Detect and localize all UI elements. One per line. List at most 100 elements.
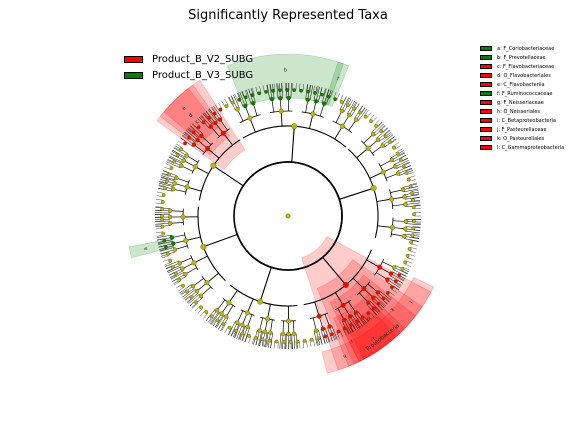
taxon-node	[363, 114, 368, 119]
taxon-node	[295, 339, 300, 344]
taxon-node	[215, 318, 220, 323]
taxon-node	[161, 231, 166, 236]
branch-line	[238, 92, 241, 100]
taxon-node	[180, 214, 186, 220]
taxon-node	[164, 245, 168, 250]
taxon-node	[170, 265, 175, 270]
branch-line	[170, 274, 177, 279]
taxon-node	[191, 142, 197, 147]
branch-line	[158, 241, 173, 245]
branch-line	[161, 175, 176, 181]
branch-line	[390, 273, 405, 282]
taxon-node	[213, 120, 218, 126]
branch-line	[410, 186, 418, 189]
taxon-node	[354, 117, 359, 122]
taxon-node	[401, 164, 406, 169]
branch-line	[200, 310, 206, 317]
taxon-node	[167, 214, 173, 220]
branch-line	[179, 284, 192, 294]
branch-line	[374, 119, 380, 125]
branch-line	[197, 308, 203, 314]
taxon-node	[209, 314, 214, 319]
branch-line	[349, 316, 359, 330]
clade-legend-swatch	[480, 55, 492, 60]
taxon-node	[210, 162, 217, 169]
taxon-node	[247, 333, 251, 338]
taxon-node	[291, 331, 297, 337]
branch-line	[299, 83, 301, 91]
branch-line	[392, 142, 399, 147]
branch-line	[316, 86, 319, 94]
branch-line	[377, 122, 383, 128]
taxon-node	[377, 264, 383, 270]
taxon-node	[177, 260, 182, 266]
branch-line	[158, 245, 166, 248]
taxon-node	[280, 331, 286, 337]
taxon-node	[411, 205, 416, 210]
taxon-node	[370, 185, 377, 192]
taxon-node	[240, 322, 245, 328]
branch-line	[162, 258, 170, 262]
branch-line	[185, 130, 198, 141]
taxon-node	[411, 226, 416, 231]
branch-line	[221, 100, 226, 107]
clade-legend-entry: j: F_Pasteurellaceae	[480, 125, 564, 134]
branch-line	[404, 230, 420, 234]
branch-line	[176, 143, 183, 148]
branch-line	[157, 188, 165, 190]
branch-line	[205, 111, 211, 117]
branch-line	[178, 140, 185, 145]
taxon-node	[200, 243, 207, 250]
branch-line	[215, 321, 220, 328]
taxon-node	[198, 293, 204, 298]
branch-line	[403, 238, 419, 242]
branch-line	[206, 272, 219, 284]
taxon-node	[410, 233, 415, 238]
branch-line	[167, 266, 182, 274]
branch-line	[376, 127, 389, 139]
branch-line	[346, 98, 350, 105]
branch-line	[172, 150, 179, 154]
branch-line	[404, 196, 420, 200]
clade-legend-swatch	[480, 82, 492, 87]
branch-line	[210, 312, 220, 325]
taxon-node	[247, 115, 253, 121]
clade-legend-label: g: F_Neisseriaceae	[497, 99, 544, 106]
taxon-node	[408, 184, 413, 189]
taxon-node	[404, 171, 409, 175]
branch-line	[320, 337, 323, 345]
branch-line	[241, 91, 245, 98]
branch-line	[313, 331, 318, 346]
clade-label: g	[365, 315, 371, 322]
taxon-node	[388, 271, 394, 276]
taxon-node	[393, 279, 398, 284]
taxon-node	[204, 280, 210, 286]
branch-line	[160, 177, 168, 180]
taxon-node	[194, 288, 200, 294]
branch-line	[346, 327, 350, 334]
branch-line	[191, 123, 204, 135]
inner-ring	[233, 161, 343, 271]
taxon-node	[235, 107, 240, 112]
clade-legend-label: c: F_Flavobacteriaceae	[497, 63, 555, 70]
branch-line	[248, 88, 251, 96]
clade-highlight-sectors	[128, 53, 435, 374]
taxon-node	[313, 91, 317, 95]
branch-line	[355, 322, 360, 329]
branch-line	[377, 304, 383, 310]
branch-line	[159, 247, 175, 252]
branch-line	[221, 325, 226, 332]
branch-line	[270, 84, 272, 92]
clade-legend-label: b: F_Prevotellaceae	[497, 54, 546, 61]
branch-line	[315, 86, 320, 102]
branch-line	[159, 248, 167, 252]
branch-line	[223, 132, 233, 146]
branch-line	[164, 262, 171, 266]
taxon-node	[366, 300, 371, 305]
clade-legend-entry: e: C_Flavobacteriia	[480, 80, 564, 89]
branch-line	[252, 87, 255, 95]
taxon-node	[309, 337, 314, 342]
branch-line	[411, 240, 419, 243]
branch-line	[413, 229, 421, 231]
